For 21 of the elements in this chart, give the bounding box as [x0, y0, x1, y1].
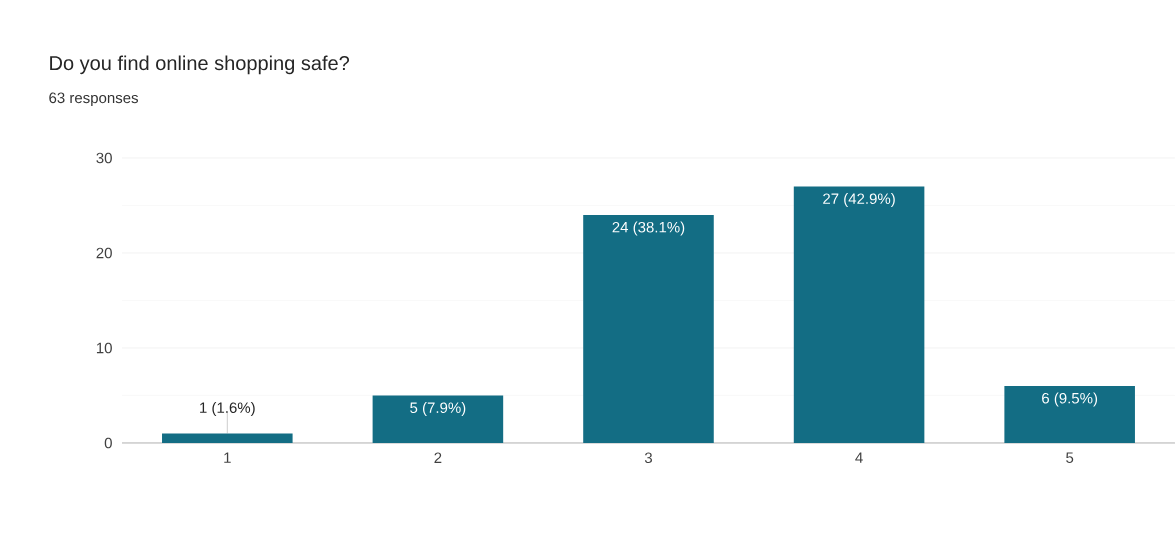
- x-tick-label: 4: [855, 452, 863, 463]
- data-label: 5 (7.9%): [410, 402, 466, 416]
- bar: [583, 214, 714, 443]
- x-tick-label: 1: [224, 452, 231, 463]
- data-label: 27 (42.9%): [823, 193, 895, 207]
- chart-subtitle: 63 responses: [49, 92, 139, 107]
- bar: [1004, 385, 1135, 443]
- bar: [372, 395, 504, 443]
- bar: [162, 433, 293, 443]
- y-tick-label: 0: [104, 437, 112, 449]
- y-tick-label: 30: [96, 152, 112, 164]
- x-tick-label: 2: [434, 452, 442, 463]
- x-tick-label: 5: [1066, 452, 1074, 463]
- y-tick-label: 20: [96, 247, 112, 259]
- y-tick-label: 10: [96, 342, 112, 354]
- bar: [793, 186, 925, 443]
- chart-title: Do you find online shopping safe?: [50, 55, 350, 75]
- data-label: 24 (38.1%): [612, 221, 685, 236]
- data-label: 6 (9.5%): [1042, 392, 1098, 407]
- data-label: 1 (1.6%): [200, 401, 255, 416]
- x-tick-label: 3: [644, 452, 652, 464]
